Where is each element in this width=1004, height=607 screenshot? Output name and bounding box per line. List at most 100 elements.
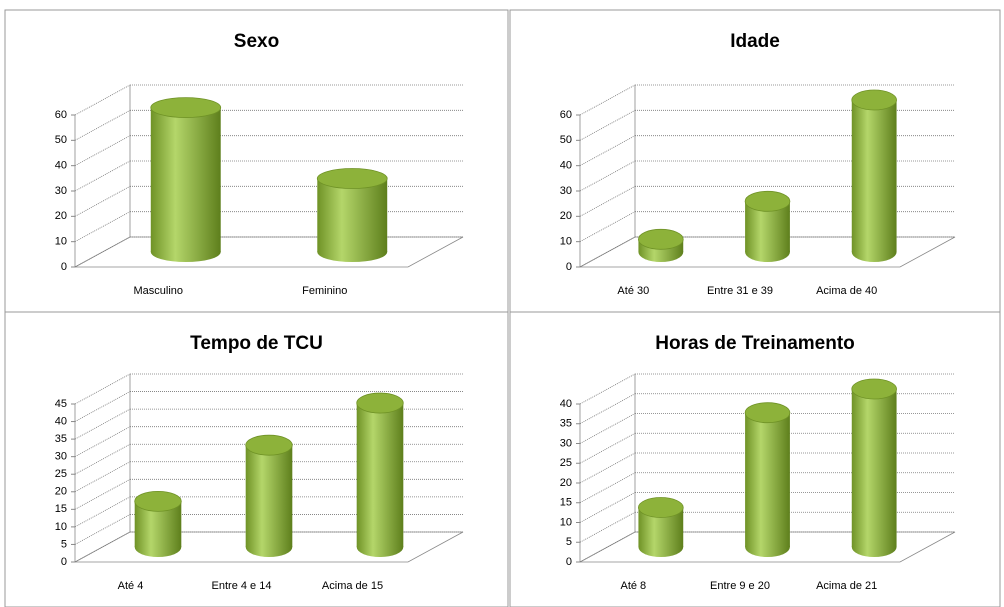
y-tick-label: 0 [61, 261, 67, 273]
bar [851, 100, 897, 252]
grid-line [579, 109, 636, 141]
y-tick-label: 30 [55, 185, 67, 197]
floor [579, 531, 956, 563]
grid-line [579, 413, 636, 444]
y-tick-label: 0 [566, 556, 572, 568]
grid-line [74, 514, 131, 545]
grid-line [579, 135, 636, 167]
y-tick-label: 25 [55, 468, 67, 480]
x-tick-label: Até 8 [620, 580, 646, 592]
grid-line [579, 236, 636, 268]
y-tick-label: 50 [55, 134, 67, 146]
bar-top [744, 402, 791, 424]
grid-line [74, 496, 131, 528]
chart-title: Sexo [234, 31, 279, 52]
y-tick-label: 60 [560, 109, 572, 121]
y-tick-label: 30 [560, 437, 572, 449]
y-tick-label: 35 [560, 418, 572, 430]
grid-line [74, 426, 131, 458]
x-tick-label: Até 30 [617, 285, 649, 297]
bar [245, 445, 293, 547]
grid-line [74, 461, 131, 493]
bar-top [150, 97, 222, 118]
floor [579, 236, 956, 268]
bar-top [356, 392, 404, 414]
y-tick-label: 10 [560, 236, 572, 248]
y-tick-label: 30 [560, 185, 572, 197]
bar-top [316, 168, 388, 189]
grid-line [74, 84, 131, 116]
y-tick-label: 0 [566, 261, 572, 273]
y-tick-label: 15 [560, 497, 572, 509]
grid-line [579, 393, 636, 425]
grid-line [74, 185, 131, 217]
grid-line [579, 472, 636, 504]
y-tick-label: 15 [55, 503, 67, 515]
grid-line [579, 452, 636, 484]
grid-line [579, 432, 636, 464]
grid-line [74, 391, 131, 422]
grid-line [579, 531, 636, 563]
bar-top [744, 190, 791, 212]
bar [317, 178, 388, 252]
grid-line [74, 109, 131, 141]
grid-line [74, 531, 131, 563]
grid-line [74, 236, 131, 268]
x-tick-label: Masculino [133, 285, 183, 297]
bar-top [134, 490, 182, 512]
bar [356, 403, 404, 547]
y-tick-label: 25 [560, 457, 572, 469]
x-tick-label: Entre 9 e 20 [710, 580, 770, 592]
grid-line [74, 160, 131, 192]
bar [150, 107, 221, 252]
y-tick-label: 20 [55, 210, 67, 222]
y-tick-label: 40 [55, 415, 67, 427]
y-tick-label: 20 [560, 477, 572, 489]
x-tick-label: Entre 4 e 14 [212, 580, 272, 592]
x-tick-label: Feminino [302, 285, 347, 297]
grid-line [579, 511, 636, 543]
bar-top [851, 378, 897, 400]
bar [851, 389, 897, 547]
bar-top [638, 497, 684, 518]
chart-title: Idade [730, 31, 780, 52]
grid-line [579, 185, 636, 217]
panel [509, 311, 1001, 607]
grid-line [74, 211, 131, 243]
y-tick-label: 40 [560, 160, 572, 172]
chart-title: Horas de Treinamento [655, 333, 855, 354]
y-tick-label: 60 [55, 109, 67, 121]
panel [4, 311, 509, 607]
y-tick-label: 10 [55, 521, 67, 533]
chart-title: Tempo de TCU [190, 333, 323, 354]
y-tick-label: 5 [566, 536, 572, 548]
y-tick-label: 50 [560, 134, 572, 146]
grid-line [579, 160, 636, 192]
y-tick-label: 30 [55, 451, 67, 463]
y-tick-label: 5 [61, 538, 67, 550]
grid-line [74, 443, 131, 475]
grid-line [74, 373, 131, 405]
y-tick-label: 20 [55, 486, 67, 498]
grid-line [579, 84, 636, 116]
grid-line [74, 135, 131, 167]
y-tick-label: 35 [55, 433, 67, 445]
y-tick-label: 10 [55, 236, 67, 248]
x-tick-label: Acima de 21 [816, 580, 877, 592]
y-tick-label: 40 [55, 160, 67, 172]
x-tick-label: Acima de 15 [322, 580, 383, 592]
y-tick-label: 40 [560, 398, 572, 410]
x-tick-label: Acima de 40 [816, 285, 877, 297]
y-tick-label: 0 [61, 556, 67, 568]
bar [745, 412, 790, 547]
x-tick-label: Entre 31 e 39 [707, 285, 773, 297]
bar-top [638, 228, 684, 250]
y-tick-label: 20 [560, 210, 572, 222]
grid-line [74, 408, 131, 440]
grid-line [74, 478, 131, 510]
bar-top [245, 434, 293, 456]
floor [74, 236, 464, 268]
grid-line [579, 373, 636, 405]
